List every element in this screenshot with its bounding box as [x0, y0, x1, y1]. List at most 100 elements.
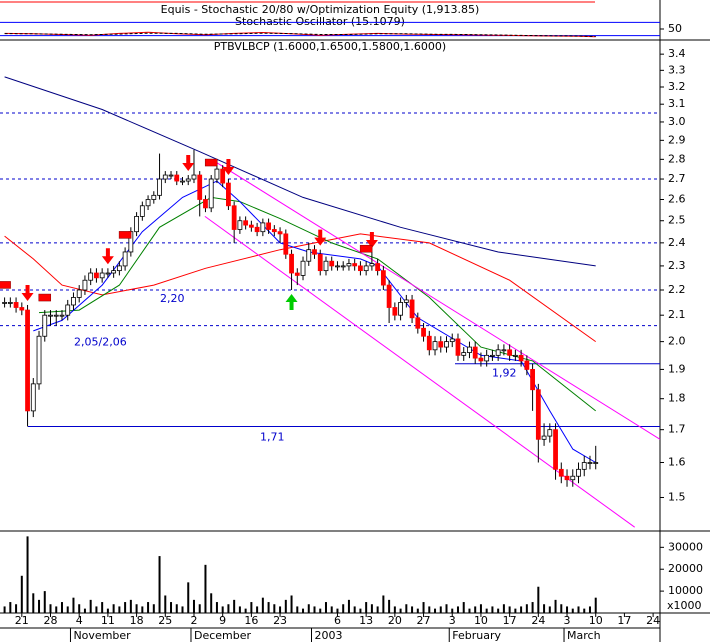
volume-bar: [261, 597, 264, 613]
volume-bar: [319, 608, 322, 613]
volume-bar: [359, 608, 362, 613]
y-tick-label: 2.2: [668, 283, 686, 296]
candle-body: [197, 174, 203, 200]
volume-bar: [112, 604, 115, 613]
candle-body: [19, 307, 25, 311]
candle-body: [558, 468, 564, 477]
candle-body: [380, 270, 386, 286]
candle-body: [42, 314, 48, 337]
candle-body: [507, 349, 513, 356]
candle-body: [151, 194, 157, 200]
volume-bar: [147, 602, 150, 613]
volume-bar: [106, 608, 109, 613]
candle-body: [415, 317, 421, 329]
sell-arrow: [365, 231, 378, 248]
y-tick-label: 2.3: [668, 259, 686, 272]
candle-body: [99, 272, 105, 279]
candle-body: [294, 272, 300, 276]
y-tick-label: 2.7: [668, 172, 686, 185]
candle-body: [36, 335, 42, 385]
y-tick-label: 1.6: [668, 456, 686, 469]
y-tick-label: 1.9: [668, 362, 686, 375]
y-tick-label: 30000: [668, 540, 703, 553]
level-label: 2,20: [160, 292, 185, 305]
volume-bar: [164, 595, 167, 613]
candle-body: [340, 265, 346, 268]
indicator-line: [38, 196, 597, 412]
volume-bar: [405, 604, 408, 613]
candle-body: [53, 314, 59, 317]
candle-body: [317, 253, 323, 272]
y-tick-label: 2.0: [668, 335, 686, 348]
candle-body: [553, 429, 558, 470]
volume-bar: [66, 606, 69, 613]
volume-bar: [548, 606, 551, 613]
volume-bar: [571, 608, 574, 613]
candle-body: [214, 168, 220, 180]
volume-bar: [95, 606, 98, 613]
y-tick-label: 2.6: [668, 192, 686, 205]
month-label: November: [73, 629, 131, 642]
volume-bar: [434, 608, 437, 613]
volume-bar: [583, 608, 586, 613]
volume-bar: [411, 606, 414, 613]
candle-body: [593, 462, 599, 464]
volume-bar: [273, 604, 276, 613]
candle-body: [461, 352, 467, 356]
y-tick-label: 2.4: [668, 236, 686, 249]
candle-body: [524, 360, 530, 370]
volume-bar: [101, 602, 104, 613]
volume-bar: [135, 604, 138, 613]
stoch-line: [4, 32, 596, 37]
y-tick-label: 2.8: [668, 152, 686, 165]
volume-bar: [456, 606, 459, 613]
volume-bar: [451, 608, 454, 613]
volume-bar: [256, 606, 259, 613]
candle-body: [168, 174, 174, 177]
y-tick-label: 3.2: [668, 80, 686, 93]
x-tick-label: 13: [359, 614, 373, 627]
candle-body: [185, 178, 191, 182]
candle-body: [88, 272, 94, 281]
candle-body: [375, 263, 381, 272]
candle-body: [490, 354, 495, 357]
candle-body: [237, 220, 243, 230]
candle-body: [570, 475, 576, 481]
y-tick-label: 2.1: [668, 308, 686, 321]
x-tick-label: 16: [244, 614, 258, 627]
candle-body: [358, 265, 363, 272]
volume-bar: [9, 602, 12, 613]
x-tick-label: 3: [449, 614, 456, 627]
y-tick-label: 20000: [668, 562, 703, 575]
candle-body: [116, 265, 122, 272]
volume-bar: [15, 604, 18, 613]
x-tick-label: 24: [531, 614, 545, 627]
volume-bar: [32, 593, 35, 613]
volume-bar: [336, 608, 339, 613]
candle-body: [134, 216, 139, 233]
volume-bar: [531, 602, 534, 613]
volume-bar: [244, 608, 247, 613]
candle-body: [329, 260, 335, 267]
candle-body: [157, 178, 162, 196]
candle-body: [162, 174, 168, 180]
candle-body: [191, 174, 197, 180]
volume-bar: [279, 606, 282, 613]
candle-body: [145, 199, 151, 207]
candle-body: [243, 220, 249, 226]
candle-body: [266, 222, 271, 230]
volume-bar: [250, 602, 253, 613]
volume-bar: [497, 608, 500, 613]
volume-bar: [370, 604, 373, 613]
volume-bar: [485, 608, 488, 613]
x-tick-label: 18: [130, 614, 144, 627]
y-tick-label: 10000: [668, 584, 703, 597]
x-tick-label: 10: [474, 614, 488, 627]
candle-body: [300, 260, 306, 276]
candle-body: [576, 468, 581, 477]
volume-bar: [416, 608, 419, 613]
y-tick-label: 3.0: [668, 115, 686, 128]
volume-bar: [353, 606, 356, 613]
